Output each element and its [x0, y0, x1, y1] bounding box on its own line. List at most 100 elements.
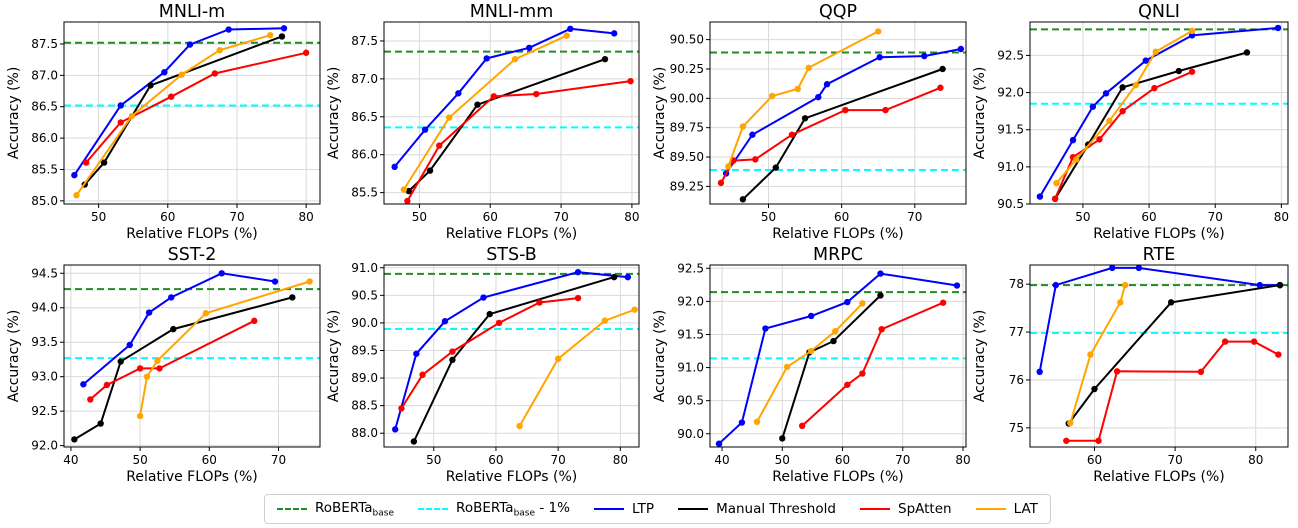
series-line-spatten: [801, 301, 944, 427]
data-point-lat: [1106, 117, 1113, 125]
x-tick-label: 60: [835, 453, 850, 467]
data-point-lat: [631, 306, 638, 313]
y-tick-label: 90.00: [670, 91, 704, 105]
x-tick-label: 70: [271, 453, 286, 467]
series-line-ltp: [73, 27, 285, 176]
data-point-spatten: [404, 197, 411, 204]
data-point-spatten: [1221, 338, 1229, 345]
y-axis-label: Accuracy (%): [972, 310, 988, 403]
y-tick-label: 92.0: [677, 294, 704, 308]
data-point-spatten: [1095, 437, 1102, 444]
data-point-ltp: [738, 419, 746, 426]
data-point-ltp: [280, 25, 288, 32]
y-tick-label: 76: [1009, 373, 1024, 387]
data-point-lat: [266, 31, 274, 39]
data-point-manual: [426, 167, 434, 174]
series-line-ltp: [394, 271, 628, 430]
y-tick-label: 94.0: [31, 301, 58, 315]
chart-title: QNLI: [1138, 2, 1180, 22]
chart-sts-b: 50 60 70 80 88.0 88.5 89.0 89.5 90.0 90.5 91.0 STS-…: [326, 245, 640, 485]
data-point-spatten: [788, 131, 796, 138]
y-tick-label: 89.0: [351, 371, 378, 385]
data-point-spatten: [495, 319, 503, 327]
data-point-ltp: [168, 294, 175, 301]
data-point-ltp: [1052, 281, 1060, 289]
series-line-lat: [402, 34, 568, 191]
data-point-lat: [154, 357, 161, 365]
y-tick-label: 92.0: [31, 439, 58, 453]
series-line-spatten: [406, 80, 631, 202]
data-point-lat: [783, 363, 791, 371]
x-tick-label: 80: [613, 453, 628, 467]
data-point-ltp: [762, 325, 769, 332]
plot-frame: [63, 21, 321, 205]
legend-item-ltp: LTP: [593, 501, 654, 517]
series-line-ltp: [82, 272, 276, 386]
data-point-lat: [136, 412, 144, 420]
data-point-spatten: [939, 299, 947, 306]
data-point-spatten: [156, 365, 163, 372]
data-point-ltp: [455, 90, 462, 97]
data-point-spatten: [1250, 338, 1258, 345]
x-tick-label: 70: [1167, 453, 1182, 467]
y-tick-label: 88.0: [351, 426, 378, 440]
series-group: [391, 25, 634, 204]
data-point-ltp: [1135, 265, 1143, 272]
data-point-spatten: [1188, 68, 1196, 75]
legend-item-roberta-minus-1: RoBERTabase - 1%: [418, 500, 570, 518]
data-point-spatten: [117, 119, 124, 126]
data-point-spatten: [859, 370, 866, 377]
x-tick-label: 50: [426, 453, 441, 467]
data-point-spatten: [878, 325, 885, 333]
data-point-spatten: [87, 396, 94, 403]
x-tick-label: 50: [761, 210, 776, 224]
legend-swatch-spatten: [860, 508, 890, 510]
data-point-ltp: [391, 163, 398, 171]
x-tick-label: 60: [834, 210, 849, 224]
y-tick-label: 94.5: [31, 266, 58, 280]
data-point-manual: [405, 187, 412, 195]
data-point-ltp: [957, 45, 965, 53]
chart-title: RTE: [1143, 245, 1176, 265]
data-point-spatten: [1275, 351, 1282, 358]
plot-frame: [383, 21, 640, 205]
chart-sst-2: 40 50 60 70 92.0 92.5 93.0 93.5 94.0 94.5 SST-2 Rel…: [6, 245, 321, 485]
data-point-ltp: [441, 318, 449, 325]
data-point-manual: [449, 356, 456, 364]
data-point-lat: [805, 64, 812, 71]
series-line-spatten: [400, 297, 579, 409]
y-tick-label: 90.25: [670, 62, 704, 76]
series-line-spatten: [1066, 340, 1279, 442]
x-tick-label: 60: [488, 453, 503, 467]
data-point-manual: [939, 65, 946, 73]
plots-canvas: 50 60 70 80 85.0 85.5 86.0 86.5 87.0 87.5 MNLI-m Re…: [6, 2, 1289, 485]
data-point-lat: [601, 317, 608, 324]
data-point-ltp: [271, 278, 279, 285]
data-point-ltp: [574, 268, 582, 276]
series-line-spatten: [89, 319, 255, 401]
chart-mnli-m: 50 60 70 80 85.0 85.5 86.0 86.5 87.0 87.5 MNLI-m Re…: [6, 2, 321, 242]
data-point-manual: [97, 420, 104, 427]
y-tick-label: 91.5: [677, 327, 704, 341]
data-point-ltp: [186, 41, 194, 48]
data-point-lat: [516, 422, 523, 430]
reference-lines: [64, 41, 320, 107]
data-point-lat: [202, 310, 210, 317]
x-axis-label: Relative FLOPs (%): [446, 469, 577, 485]
data-point-manual: [1276, 281, 1284, 289]
data-point-spatten: [717, 179, 725, 187]
data-point-manual: [147, 82, 154, 89]
y-tick-label: 91.0: [677, 361, 704, 375]
x-tick-label: 50: [91, 210, 106, 224]
series-line-ltp: [1038, 266, 1280, 372]
data-point-spatten: [533, 90, 540, 98]
y-tick-label: 91.5: [997, 123, 1024, 137]
x-tick-label: 70: [907, 210, 922, 224]
data-point-ltp: [80, 381, 87, 388]
x-tick-label: 80: [624, 210, 639, 224]
data-point-manual: [486, 310, 493, 318]
plot-frame: [383, 264, 640, 448]
plot-frame: [1029, 264, 1289, 448]
y-tick-label: 78: [1009, 277, 1024, 291]
plot-frame: [709, 264, 967, 448]
